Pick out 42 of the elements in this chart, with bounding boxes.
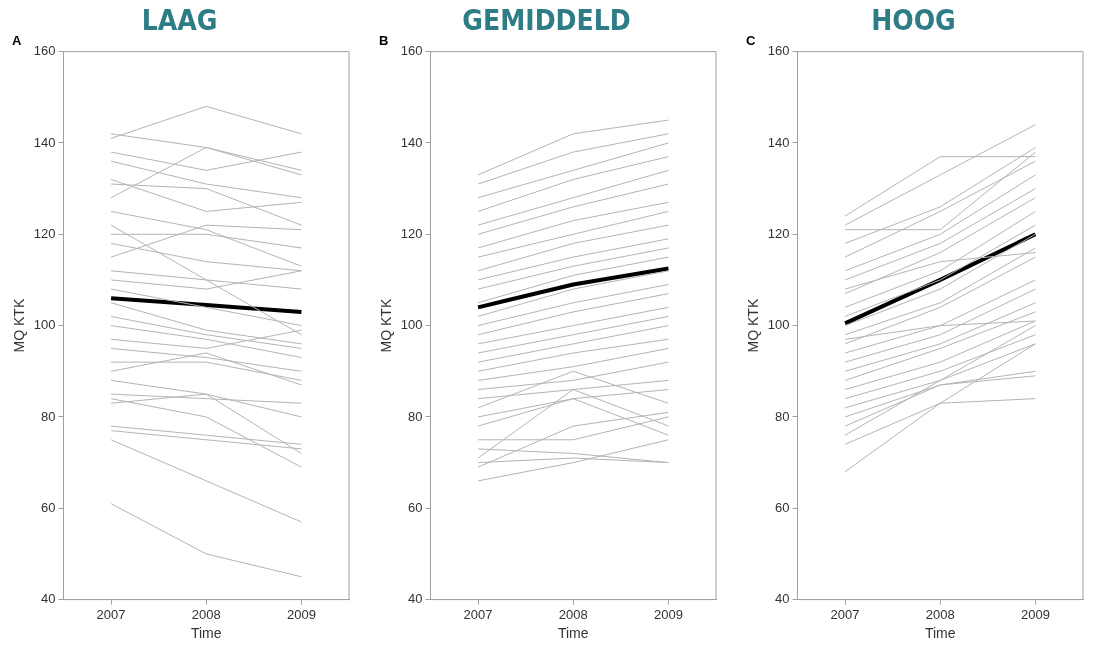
text: B (379, 32, 389, 48)
y-axis-title: MQ KTK (11, 298, 28, 353)
y-tick-label: 80 (41, 408, 56, 424)
y-axis-title: MQ KTK (378, 298, 395, 353)
y-tick-label: 160 (400, 43, 423, 59)
y-tick-label: 60 (41, 499, 56, 515)
x-tick-label: 2009 (286, 606, 316, 622)
y-tick-label: 80 (408, 408, 423, 424)
y-tick-label: 60 (408, 499, 423, 515)
y-tick-label: 100 (33, 317, 56, 333)
y-tick-label: 80 (775, 408, 790, 424)
y-tick-label: 140 (767, 134, 790, 150)
x-axis-title: Time (924, 625, 956, 642)
chart-title: GEMIDDELD (462, 4, 631, 38)
y-tick-label: 40 (41, 591, 56, 607)
y-tick-label: 60 (775, 499, 790, 515)
y-axis-title: MQ KTK (745, 298, 762, 353)
y-tick-label: 40 (775, 591, 790, 607)
y-tick-label: 120 (33, 225, 56, 241)
x-tick-label: 2008 (558, 606, 588, 622)
x-tick-label: 2009 (653, 606, 683, 622)
text: A (12, 32, 23, 48)
y-tick-label: 140 (400, 134, 423, 150)
y-tick-label: 40 (408, 591, 423, 607)
y-tick-label: 120 (400, 225, 423, 241)
x-tick-label: 2007 (463, 606, 493, 622)
x-axis-title: Time (190, 625, 222, 642)
chart-title: LAAG (141, 4, 218, 38)
y-tick-label: 160 (33, 43, 56, 59)
y-tick-label: 100 (767, 317, 790, 333)
chart-title: HOOG (871, 4, 956, 38)
x-tick-label: 2008 (191, 606, 221, 622)
y-tick-label: 120 (767, 225, 790, 241)
x-tick-label: 2007 (830, 606, 860, 622)
x-tick-label: 2007 (96, 606, 126, 622)
y-tick-label: 160 (767, 43, 790, 59)
x-tick-label: 2008 (925, 606, 955, 622)
y-tick-label: 100 (400, 317, 423, 333)
text: C (746, 32, 757, 48)
x-axis-title: Time (557, 625, 589, 642)
x-tick-label: 2009 (1020, 606, 1050, 622)
y-tick-label: 140 (33, 134, 56, 150)
